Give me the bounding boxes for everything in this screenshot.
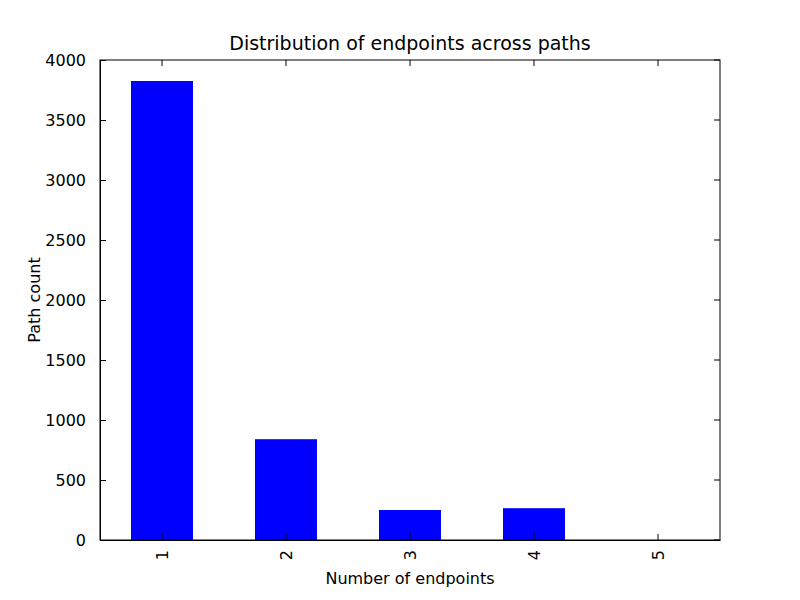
x-tick: 5 (649, 534, 668, 560)
x-tick: 3 (401, 534, 420, 560)
x-tick-mark (286, 60, 287, 66)
bar (255, 439, 317, 540)
x-axis: 1 2 3 4 5 (101, 534, 721, 560)
y-tick: 3500 (45, 111, 106, 130)
y-tick-label: 2500 (45, 231, 86, 250)
y-tick-label: 3000 (45, 171, 86, 190)
x-tick-mark (658, 534, 659, 540)
y-tick-label: 2000 (45, 291, 86, 310)
y-tick-label: 4000 (45, 51, 86, 70)
y-tick-mark (714, 180, 720, 181)
x-axis-line (101, 540, 721, 541)
y-tick-mark (100, 360, 106, 361)
y-tick-mark (714, 480, 720, 481)
y-tick: 2000 (45, 291, 106, 310)
y-axis-title: Path count (25, 257, 44, 342)
x-tick-label: 1 (153, 550, 172, 560)
y-axis-right (714, 60, 720, 540)
x-tick-mark (410, 60, 411, 66)
y-tick-label: 1000 (45, 411, 86, 430)
y-tick-mark (714, 60, 720, 61)
x-tick-label: 3 (401, 550, 420, 560)
y-tick-label: 0 (76, 531, 86, 550)
x-tick-mark (410, 534, 411, 540)
x-tick-mark (658, 60, 659, 66)
x-tick-label: 4 (525, 550, 544, 560)
y-tick-label: 500 (55, 471, 86, 490)
y-tick-mark (100, 180, 106, 181)
bar (503, 508, 565, 540)
y-axis: 0 500 1000 1500 2000 2500 3000 3500 4000 (45, 51, 106, 550)
x-tick-label: 2 (277, 550, 296, 560)
y-tick-mark (100, 420, 106, 421)
y-tick-mark (100, 300, 106, 301)
y-tick-label: 3500 (45, 111, 86, 130)
bars (131, 81, 565, 540)
y-tick: 4000 (45, 51, 106, 70)
x-tick-mark (534, 534, 535, 540)
chart: 0 500 1000 1500 2000 2500 3000 3500 4000 1 2 3 4 5 Dis… (0, 0, 800, 600)
y-tick: 2500 (45, 231, 106, 250)
y-tick-label: 1500 (45, 351, 86, 370)
y-tick-mark (100, 120, 106, 121)
bar (379, 510, 441, 540)
y-tick-mark (714, 240, 720, 241)
y-tick-mark (100, 240, 106, 241)
x-tick-mark (162, 534, 163, 540)
y-tick: 1500 (45, 351, 106, 370)
y-tick-mark (714, 120, 720, 121)
y-tick: 500 (55, 471, 106, 490)
x-tick-mark (162, 60, 163, 66)
x-tick-label: 5 (649, 550, 668, 560)
plot-area: 0 500 1000 1500 2000 2500 3000 3500 4000 1 2 3 4 5 (45, 51, 720, 561)
bar (131, 81, 193, 540)
x-axis-title: Number of endpoints (325, 569, 494, 588)
y-tick-mark (100, 480, 106, 481)
y-tick: 3000 (45, 171, 106, 190)
title: Distribution of endpoints across paths (229, 32, 590, 54)
y-tick-mark (714, 360, 720, 361)
y-tick-mark (100, 60, 106, 61)
x-tick: 4 (525, 534, 544, 560)
y-tick: 1000 (45, 411, 106, 430)
x-tick-mark (534, 60, 535, 66)
x-tick: 1 (153, 534, 172, 560)
frame (100, 60, 720, 540)
y-tick-mark (714, 300, 720, 301)
x-axis-top (162, 60, 658, 66)
x-tick: 2 (277, 534, 296, 560)
y-tick-mark (714, 420, 720, 421)
x-tick-mark (286, 534, 287, 540)
